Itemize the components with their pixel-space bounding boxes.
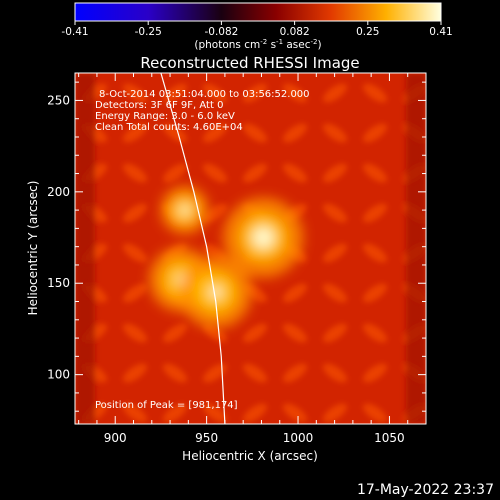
x-tick-label: 950 xyxy=(195,431,218,445)
info-line: 8-Oct-2014 03:51:04.000 to 03:56:52.000 xyxy=(99,89,310,100)
y-tick-label: 250 xyxy=(47,93,70,107)
fringe-blob xyxy=(283,83,307,103)
fringe-blob xyxy=(243,323,267,343)
fringe-blob xyxy=(163,403,187,423)
fringe-blob xyxy=(163,123,187,143)
source-halos xyxy=(148,185,304,329)
colorbar-unit-label: (photons cm-2 s-1 asec-2) xyxy=(194,38,321,51)
y-tick-label: 100 xyxy=(47,368,70,382)
fringe-blob xyxy=(243,363,267,383)
fringe-blob xyxy=(123,243,147,263)
timestamp: 17-May-2022 23:37 xyxy=(357,482,494,498)
fringe-blob xyxy=(243,83,267,103)
chart-title: Reconstructed RHESSI Image xyxy=(140,54,359,72)
colorbar-tick-label: -0.082 xyxy=(204,26,238,38)
y-axis-ticks: 100 150 200 250 xyxy=(47,81,426,412)
fringe-blob xyxy=(123,83,147,103)
x-axis-ticks: 900 950 1000 1050 xyxy=(78,73,427,445)
fringe-blob xyxy=(283,323,307,343)
x-tick-label: 1050 xyxy=(374,431,405,445)
colorbar-tick-label: 0.082 xyxy=(280,26,310,38)
fringe-blob xyxy=(323,203,347,223)
fringe-blob xyxy=(363,243,387,263)
fringe-blob xyxy=(203,123,227,143)
fringe-blob xyxy=(323,163,347,183)
fringe-blob xyxy=(323,243,347,263)
colorbar-ticks: -0.41 -0.25 -0.082 0.082 0.25 0.41 xyxy=(61,21,453,38)
x-tick-label: 1000 xyxy=(283,431,314,445)
fringe-blob xyxy=(323,363,347,383)
fringe-blob xyxy=(363,123,387,143)
source-peak xyxy=(179,205,190,216)
fringe-blob xyxy=(123,203,147,223)
fringe-blob xyxy=(363,403,387,423)
fringe-blob xyxy=(363,83,387,103)
x-tick-label: 900 xyxy=(104,431,127,445)
fringe-blob xyxy=(283,283,307,303)
fringe-blob xyxy=(203,323,227,343)
plot-frame xyxy=(74,72,427,425)
info-line: Detectors: 3F 6F 9F, Att 0 xyxy=(95,100,223,111)
x-axis-label: Heliocentric X (arcsec) xyxy=(182,449,318,463)
fringe-blob xyxy=(323,83,347,103)
fringe-blob xyxy=(123,323,147,343)
colorbar-tick-label: -0.25 xyxy=(135,26,162,38)
source-peak xyxy=(209,286,222,299)
fringe-blob xyxy=(363,323,387,343)
y-axis-label: Heliocentric Y (arcsec) xyxy=(26,181,40,316)
fringe-blob xyxy=(363,163,387,183)
fringe-blob xyxy=(123,283,147,303)
info-line: Energy Range: 3.0 - 6.0 keV xyxy=(95,111,235,122)
fringe-blob xyxy=(123,403,147,423)
info-line: Clean Total counts: 4.60E+04 xyxy=(95,122,243,133)
fringe-blob xyxy=(243,123,267,143)
fringe-blob xyxy=(243,403,267,423)
fringe-blob xyxy=(203,83,227,103)
fringe-blob xyxy=(283,403,307,423)
y-tick-label: 150 xyxy=(47,276,70,290)
heatmap-image xyxy=(75,73,426,424)
fringe-blob xyxy=(323,403,347,423)
fringe-blob xyxy=(203,163,227,183)
fringe-blob xyxy=(363,283,387,303)
colorbar-gradient xyxy=(74,2,442,22)
colorbar-tick-label: -0.41 xyxy=(61,26,88,38)
source-peak xyxy=(252,226,275,249)
fringe-blob xyxy=(123,123,147,143)
fringe-blob xyxy=(243,163,267,183)
fringe-blob xyxy=(163,83,187,103)
fringe-blob xyxy=(163,363,187,383)
fringe-blob xyxy=(203,203,227,223)
heatmap-sources xyxy=(148,185,304,329)
observation-info: 8-Oct-2014 03:51:04.000 to 03:56:52.000D… xyxy=(95,89,310,133)
colorbar-tick-label: 0.41 xyxy=(429,26,452,38)
fringe-blob xyxy=(283,163,307,183)
fringe-blob xyxy=(123,363,147,383)
colorbar: -0.41 -0.25 -0.082 0.082 0.25 0.41 (photons c… xyxy=(61,2,453,51)
fringe-blob xyxy=(203,363,227,383)
fringe-blob xyxy=(163,323,187,343)
colorbar-tick-label: 0.25 xyxy=(356,26,379,38)
fringe-blob xyxy=(283,363,307,383)
fringe-blob xyxy=(203,403,227,423)
fringe-blob xyxy=(323,123,347,143)
fringe-blob xyxy=(163,163,187,183)
fringe-blob xyxy=(283,123,307,143)
fringe-blob xyxy=(123,163,147,183)
fringe-blob xyxy=(363,363,387,383)
fringe-blob xyxy=(323,323,347,343)
y-tick-label: 200 xyxy=(47,185,70,199)
fringe-edge xyxy=(406,73,426,424)
fringe-edge xyxy=(75,73,95,424)
solar-limb-curve xyxy=(160,73,226,424)
peak-position-label: Position of Peak = [981,174] xyxy=(95,400,238,411)
heatmap-fringes xyxy=(75,73,426,424)
fringe-blob xyxy=(323,283,347,303)
fringe-blob xyxy=(363,203,387,223)
